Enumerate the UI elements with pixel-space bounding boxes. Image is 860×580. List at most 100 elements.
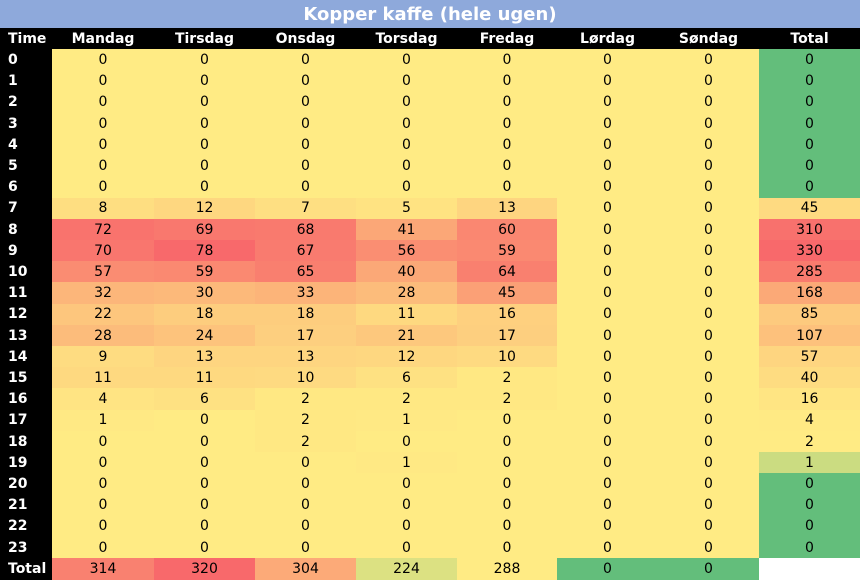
day-cell: 68 [255, 218, 356, 241]
day-cell: 0 [557, 218, 658, 241]
day-cell: 59 [457, 240, 557, 262]
day-cell: 0 [557, 303, 658, 326]
day-cell: 18 [154, 303, 255, 326]
day-cell: 0 [457, 70, 557, 93]
day-cell: 0 [658, 49, 759, 71]
day-cell: 0 [658, 218, 759, 241]
day-cell: 0 [255, 452, 356, 474]
total-row-cell: 224 [356, 558, 457, 580]
day-cell: 12 [154, 197, 255, 220]
day-cell: 0 [658, 176, 759, 199]
day-cell: 0 [457, 473, 557, 495]
day-cell: 0 [557, 346, 658, 368]
row-label: 20 [0, 473, 52, 495]
day-cell: 0 [356, 515, 457, 538]
day-cell: 16 [457, 303, 557, 326]
day-cell: 0 [356, 536, 457, 559]
day-cell: 0 [557, 367, 658, 389]
day-cell: 0 [356, 91, 457, 114]
day-cell: 0 [154, 49, 255, 71]
row-label: 22 [0, 515, 52, 538]
day-cell: 0 [557, 452, 658, 474]
day-cell: 0 [52, 515, 154, 538]
day-cell: 45 [457, 282, 557, 305]
day-cell: 0 [658, 494, 759, 517]
day-cell: 4 [52, 388, 154, 411]
total-cell: 0 [759, 155, 860, 177]
day-cell: 22 [52, 303, 154, 326]
row-label: 18 [0, 430, 52, 453]
day-cell: 0 [557, 536, 658, 559]
day-cell: 6 [356, 367, 457, 389]
day-cell: 0 [658, 91, 759, 114]
title: Kopper kaffe (hele ugen) [0, 0, 860, 28]
day-cell: 0 [557, 430, 658, 453]
day-cell: 0 [154, 155, 255, 177]
day-cell: 6 [154, 388, 255, 411]
day-cell: 0 [356, 176, 457, 199]
day-cell: 0 [457, 452, 557, 474]
row-label: 9 [0, 240, 52, 262]
day-cell: 5 [356, 197, 457, 220]
row-label: 10 [0, 261, 52, 283]
day-cell: 13 [255, 346, 356, 368]
total-cell: 0 [759, 473, 860, 495]
row-label: 4 [0, 134, 52, 156]
total-row-cell: 0 [658, 558, 759, 580]
day-cell: 0 [255, 494, 356, 517]
day-cell: 11 [52, 367, 154, 389]
row-label: 17 [0, 409, 52, 432]
day-cell: 18 [255, 303, 356, 326]
day-cell: 0 [52, 430, 154, 453]
day-cell: 0 [356, 49, 457, 71]
day-cell: 64 [457, 261, 557, 283]
total-row-cell: 288 [457, 558, 557, 580]
day-cell: 0 [154, 134, 255, 156]
row-label: 1 [0, 70, 52, 93]
day-cell: 0 [557, 409, 658, 432]
day-cell: 0 [457, 409, 557, 432]
day-cell: 0 [457, 112, 557, 135]
day-cell: 0 [557, 91, 658, 114]
row-label: Total [0, 558, 52, 580]
total-cell: 285 [759, 261, 860, 283]
day-cell: 0 [658, 536, 759, 559]
day-cell: 0 [255, 91, 356, 114]
day-cell: 67 [255, 240, 356, 262]
row-label: 6 [0, 176, 52, 199]
day-cell: 0 [52, 112, 154, 135]
day-cell: 2 [255, 430, 356, 453]
day-cell: 0 [52, 134, 154, 156]
day-cell: 0 [557, 134, 658, 156]
row-label: 14 [0, 346, 52, 368]
day-cell: 0 [658, 112, 759, 135]
day-cell: 0 [356, 430, 457, 453]
day-cell: 0 [154, 536, 255, 559]
day-cell: 0 [557, 388, 658, 411]
day-cell: 69 [154, 218, 255, 241]
total-cell: 57 [759, 346, 860, 368]
column-header: Total [759, 28, 860, 50]
day-cell: 0 [255, 134, 356, 156]
day-cell: 0 [356, 155, 457, 177]
day-cell: 2 [255, 409, 356, 432]
day-cell: 0 [52, 536, 154, 559]
total-cell: 0 [759, 176, 860, 199]
row-label: 16 [0, 388, 52, 411]
day-cell: 32 [52, 282, 154, 305]
day-cell: 0 [658, 134, 759, 156]
day-cell: 0 [658, 515, 759, 538]
day-cell: 8 [52, 197, 154, 220]
day-cell: 17 [457, 324, 557, 347]
day-cell: 0 [557, 70, 658, 93]
day-cell: 0 [356, 70, 457, 93]
row-label: 19 [0, 452, 52, 474]
day-cell: 0 [457, 91, 557, 114]
day-cell: 0 [658, 473, 759, 495]
row-label: 13 [0, 324, 52, 347]
day-cell: 0 [154, 430, 255, 453]
day-cell: 0 [457, 536, 557, 559]
day-cell: 13 [457, 197, 557, 220]
day-cell: 0 [356, 112, 457, 135]
